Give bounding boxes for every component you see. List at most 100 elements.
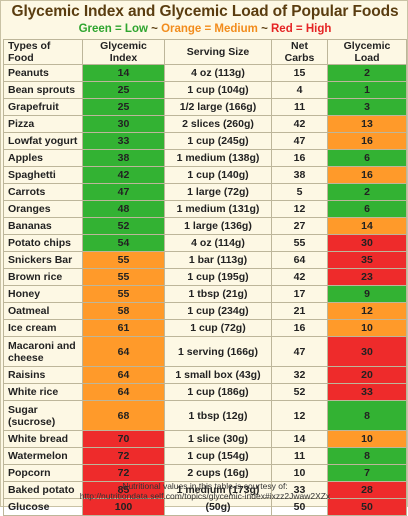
net-carbs-cell: 21: [271, 302, 328, 320]
glycemic-load-cell: 50: [327, 498, 407, 516]
net-carbs-cell: 5: [271, 183, 328, 201]
serving-size-cell: 1 cup (186g): [164, 383, 272, 401]
serving-size-cell: 1 cup (154g): [164, 447, 272, 465]
table-row: White bread 70 1 slice (30g) 14 10: [3, 430, 407, 448]
serving-size-cell: 1 large (136g): [164, 217, 272, 235]
glycemic-load-cell: 8: [327, 400, 407, 431]
serving-size-cell: 1 cup (195g): [164, 268, 272, 286]
source-footer: Nutritional values in this table is cour…: [1, 481, 408, 501]
legend-green: Green = Low: [78, 23, 148, 35]
net-carbs-cell: 16: [271, 149, 328, 167]
food-name-cell: Oatmeal: [3, 302, 83, 320]
food-name-cell: Pizza: [3, 115, 83, 133]
serving-size-cell: 2 slices (260g): [164, 115, 272, 133]
glycemic-index-cell: 68: [82, 400, 165, 431]
table-row: White rice 64 1 cup (186g) 52 33: [3, 383, 407, 401]
net-carbs-cell: 15: [271, 64, 328, 82]
table-row: Honey 55 1 tbsp (21g) 17 9: [3, 285, 407, 303]
glycemic-load-cell: 10: [327, 319, 407, 337]
glycemic-table: Types of Food Glycemic Index Serving Siz…: [3, 39, 407, 516]
glycemic-index-cell: 85: [82, 481, 165, 499]
food-name-cell: Potato chips: [3, 234, 83, 252]
glycemic-index-cell: 14: [82, 64, 165, 82]
food-name-cell: White bread: [3, 430, 83, 448]
table-row: Raisins 64 1 small box (43g) 32 20: [3, 366, 407, 384]
glycemic-index-cell: 25: [82, 81, 165, 99]
net-carbs-cell: 12: [271, 200, 328, 218]
glycemic-load-cell: 3: [327, 98, 407, 116]
footer-credit: Nutritional values in this table is cour…: [122, 481, 288, 491]
table-row: Sugar (sucrose) 68 1 tbsp (12g) 12 8: [3, 400, 407, 431]
glycemic-index-cell: 55: [82, 251, 165, 269]
glycemic-index-cell: 72: [82, 464, 165, 482]
food-name-cell: Raisins: [3, 366, 83, 384]
glycemic-index-cell: 55: [82, 268, 165, 286]
serving-size-cell: 2 cups (16g): [164, 464, 272, 482]
serving-size-cell: 1 medium (173g): [164, 481, 272, 499]
glycemic-index-cell: 25: [82, 98, 165, 116]
net-carbs-cell: 4: [271, 81, 328, 99]
serving-size-cell: 4 oz (114g): [164, 234, 272, 252]
table-row: Watermelon 72 1 cup (154g) 11 8: [3, 447, 407, 465]
food-name-cell: Honey: [3, 285, 83, 303]
net-carbs-cell: 27: [271, 217, 328, 235]
net-carbs-cell: 11: [271, 98, 328, 116]
serving-size-cell: 1 cup (140g): [164, 166, 272, 184]
table-row: Potato chips 54 4 oz (114g) 55 30: [3, 234, 407, 252]
food-name-cell: Glucose: [3, 498, 83, 516]
glycemic-index-cell: 58: [82, 302, 165, 320]
table-body: Peanuts 14 4 oz (113g) 15 2 Bean sprouts 25 1 c…: [3, 64, 407, 516]
food-name-cell: Spaghetti: [3, 166, 83, 184]
net-carbs-cell: 10: [271, 464, 328, 482]
glycemic-index-cell: 30: [82, 115, 165, 133]
glycemic-index-cell: 55: [82, 285, 165, 303]
food-name-cell: Ice cream: [3, 319, 83, 337]
net-carbs-cell: 42: [271, 268, 328, 286]
glycemic-load-cell: 6: [327, 149, 407, 167]
glycemic-load-cell: 7: [327, 464, 407, 482]
header-serving-size: Serving Size: [164, 39, 272, 65]
serving-size-cell: 1 cup (234g): [164, 302, 272, 320]
footer-url: http://nutritiondata.self.com/topics/gly…: [79, 491, 331, 501]
net-carbs-cell: 47: [271, 336, 328, 367]
net-carbs-cell: 50: [271, 498, 328, 516]
serving-size-cell: 1/2 large (166g): [164, 98, 272, 116]
legend-orange: Orange = Medium: [161, 23, 258, 35]
glycemic-index-cell: 38: [82, 149, 165, 167]
legend-red: Red = High: [271, 23, 332, 35]
glycemic-load-cell: 8: [327, 447, 407, 465]
food-name-cell: Popcorn: [3, 464, 83, 482]
serving-size-cell: 4 oz (113g): [164, 64, 272, 82]
serving-size-cell: 1 medium (131g): [164, 200, 272, 218]
serving-size-cell: 1 slice (30g): [164, 430, 272, 448]
serving-size-cell: 1 tbsp (12g): [164, 400, 272, 431]
food-name-cell: Macaroni and cheese: [3, 336, 83, 367]
table-row: Macaroni and cheese 64 1 serving (166g) 47 3…: [3, 336, 407, 367]
table-row: Peanuts 14 4 oz (113g) 15 2: [3, 64, 407, 82]
glycemic-load-cell: 16: [327, 166, 407, 184]
glycemic-index-cell: 70: [82, 430, 165, 448]
table-row: Bananas 52 1 large (136g) 27 14: [3, 217, 407, 235]
food-name-cell: Brown rice: [3, 268, 83, 286]
table-header-row: Types of Food Glycemic Index Serving Siz…: [3, 39, 407, 65]
header-glycemic-load: Glycemic Load: [327, 39, 407, 65]
glycemic-load-cell: 35: [327, 251, 407, 269]
serving-size-cell: 1 cup (104g): [164, 81, 272, 99]
serving-size-cell: 1 cup (72g): [164, 319, 272, 337]
color-legend: Green = Low ~ Orange = Medium ~ Red = Hi…: [1, 23, 408, 35]
net-carbs-cell: 16: [271, 319, 328, 337]
table-row: Popcorn 72 2 cups (16g) 10 7: [3, 464, 407, 482]
header-net-carbs: Net Carbs: [271, 39, 328, 65]
table-row: Spaghetti 42 1 cup (140g) 38 16: [3, 166, 407, 184]
table-row: Bean sprouts 25 1 cup (104g) 4 1: [3, 81, 407, 99]
food-name-cell: Apples: [3, 149, 83, 167]
table-row: Baked potato 85 1 medium (173g) 33 28: [3, 481, 407, 499]
serving-size-cell: 1 medium (138g): [164, 149, 272, 167]
net-carbs-cell: 17: [271, 285, 328, 303]
legend-separator: ~: [261, 23, 268, 35]
glycemic-index-cell: 64: [82, 366, 165, 384]
glycemic-load-cell: 30: [327, 234, 407, 252]
glycemic-load-cell: 13: [327, 115, 407, 133]
net-carbs-cell: 11: [271, 447, 328, 465]
net-carbs-cell: 55: [271, 234, 328, 252]
